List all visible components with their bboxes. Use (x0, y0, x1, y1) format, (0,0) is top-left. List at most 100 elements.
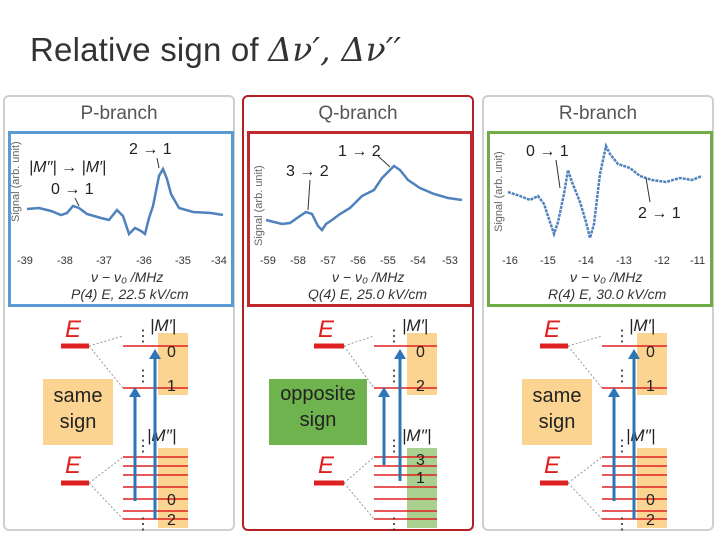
p-tick: -38 (57, 255, 73, 267)
q-arrowhead (394, 349, 406, 359)
r-upper-m-label: |M′| (629, 316, 655, 335)
q-energy-label-upper: E (318, 316, 335, 343)
p-annot-line-2 (74, 197, 80, 207)
p-dash (88, 482, 124, 520)
q-tick: -53 (442, 255, 458, 267)
p-condition: P(4) E, 22.5 kV/cm (71, 286, 189, 302)
q-branch-panel: Q-branch Signal (arb. unit) 1 → 2 3 → 2 … (242, 95, 474, 531)
q-dots: ⋮ (386, 328, 402, 345)
q-branch-chart: Signal (arb. unit) 1 → 2 3 → 2 -59 -58 -… (253, 143, 463, 302)
p-badge-line2: sign (59, 411, 97, 433)
p-badge-line1: same (53, 385, 103, 407)
q-upper-m-2: 2 (416, 378, 425, 395)
r-annot-line (555, 159, 561, 189)
r-condition: R(4) E, 30.0 kV/cm (548, 286, 667, 302)
p-branch-plot: Signal (arb. unit) |M′′| → |M′| 2 → 1 0 … (8, 131, 234, 307)
r-tick: -12 (654, 255, 670, 267)
q-dash (343, 335, 375, 347)
p-same-sign-badge: same sign (43, 379, 113, 445)
r-energy-label-upper: E (544, 316, 561, 343)
q-dots: ⋮ (386, 438, 402, 455)
q-annot-32: 3 → 2 (286, 163, 329, 180)
q-opposite-sign-badge: opposite sign (269, 379, 367, 445)
q-branch-plot: Signal (arb. unit) 1 → 2 3 → 2 -59 -58 -… (247, 131, 473, 307)
p-upper-m-label: |M′| (150, 316, 176, 335)
r-energy-label-lower: E (544, 452, 561, 479)
r-annot-01: 0 → 1 (526, 143, 569, 160)
r-tick: -11 (690, 255, 705, 267)
p-dots: ⋮ (135, 328, 151, 345)
r-dash (567, 345, 603, 389)
q-annot-12: 1 → 2 (338, 143, 381, 160)
q-xlabel: ν − ν₀ /MHz (332, 269, 404, 285)
q-energy-label-lower: E (318, 452, 335, 479)
p-branch-panel: P-branch Signal (arb. unit) |M′′| → |M′|… (3, 95, 235, 531)
q-tick: -54 (410, 255, 426, 267)
p-tick: -35 (175, 255, 191, 267)
q-annot-line (377, 155, 391, 168)
p-ticks: -39 -38 -37 -36 -35 -34 (17, 255, 227, 267)
p-upper-m-box (158, 333, 188, 395)
q-arrowhead (378, 387, 390, 397)
q-annot-line-2 (307, 179, 311, 211)
p-upper-m-0: 0 (167, 344, 176, 361)
q-tick: -55 (380, 255, 396, 267)
p-lower-m-box (158, 448, 188, 528)
r-upper-m-1: 1 (646, 378, 655, 395)
r-energy-diagram: E ⋮ ⋮ |M′| 0 1 |M′′| E ⋮ ⋮ 0 2 (540, 316, 667, 531)
r-ticks: -16 -15 -14 -13 -12 -11 (502, 255, 705, 267)
r-branch-chart: Signal (arb. unit) 0 → 1 2 → 1 -16 -15 -… (493, 142, 705, 302)
r-dots: ⋮ (614, 516, 630, 531)
q-tick: -59 (260, 255, 276, 267)
r-upper-m-box (637, 333, 667, 395)
r-tick: -15 (540, 255, 556, 267)
q-tick: -57 (320, 255, 336, 267)
p-energy-label-lower: E (65, 452, 82, 479)
q-energy-diagram: E ⋮ ⋮ |M′| 0 2 |M′′| E ⋮ ⋮ 3 1 (314, 316, 437, 531)
slide-title-text: Relative sign of (30, 31, 269, 68)
r-badge-line1: same (532, 385, 582, 407)
q-upper-m-0: 0 (416, 344, 425, 361)
q-dots: ⋮ (386, 368, 402, 385)
r-same-sign-badge: same sign (522, 379, 592, 445)
p-dots: ⋮ (135, 368, 151, 385)
q-upper-m-label: |M′| (402, 316, 428, 335)
p-arrowhead (129, 387, 141, 397)
p-arrowhead (149, 349, 161, 359)
p-ylabel: Signal (arb. unit) (11, 141, 22, 222)
r-dots: ⋮ (614, 328, 630, 345)
r-dash (567, 482, 603, 520)
q-dash (343, 482, 375, 520)
r-lower-m-2: 2 (646, 512, 655, 529)
r-trace (507, 142, 703, 243)
p-upper-m-1: 1 (167, 378, 176, 395)
r-dots: ⋮ (614, 368, 630, 385)
slide-title: Relative sign of Δν′, Δν′′ (30, 30, 401, 69)
r-dash (567, 456, 603, 484)
q-branch-title: Q-branch (318, 103, 398, 124)
p-branch-title: P-branch (80, 103, 158, 124)
q-tick: -56 (350, 255, 366, 267)
p-dots: ⋮ (135, 516, 151, 531)
p-energy-diagram: E ⋮ ⋮ |M′| 0 1 |M′′| E ⋮ ⋮ 0 2 (61, 316, 188, 531)
q-ylabel: Signal (arb. unit) (253, 165, 265, 246)
p-dash (88, 456, 124, 484)
q-lower-m-label: |M′′| (402, 426, 431, 445)
r-arrowhead (608, 387, 620, 397)
q-badge-line2: sign (299, 409, 337, 431)
r-lower-m-label: |M′′| (626, 426, 655, 445)
q-condition: Q(4) E, 25.0 kV/cm (308, 286, 427, 302)
p-xlabel: ν − ν₀ /MHz (91, 269, 163, 285)
p-annot-mm: |M′′| → |M′| (29, 159, 106, 176)
r-upper-m-0: 0 (646, 344, 655, 361)
r-branch-panel: R-branch Signal (arb. unit) 0 → 1 2 → 1 … (482, 95, 714, 531)
q-lower-m-3: 3 (416, 452, 425, 469)
p-lower-m-2: 2 (167, 512, 176, 529)
p-dash (88, 345, 124, 389)
r-lower-m-box (637, 448, 667, 528)
r-annot-21: 2 → 1 (638, 205, 681, 222)
r-dash (567, 335, 603, 347)
q-trace (265, 164, 463, 232)
p-trace (26, 166, 224, 237)
r-ylabel: Signal (arb. unit) (493, 151, 505, 232)
